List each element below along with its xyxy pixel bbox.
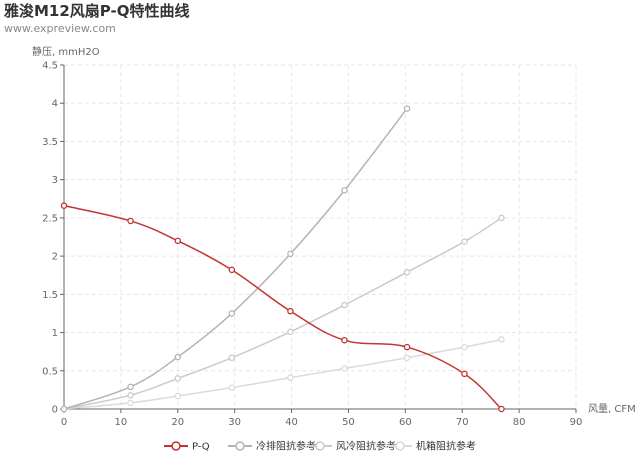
legend-label: P-Q: [192, 442, 210, 453]
data-point[interactable]: [174, 237, 182, 245]
data-point[interactable]: [174, 392, 182, 400]
data-point[interactable]: [461, 343, 468, 351]
y-tick-label: 3: [52, 175, 58, 186]
y-tick-label: 2: [52, 252, 58, 263]
data-point[interactable]: [498, 336, 505, 343]
series-2: [60, 214, 505, 413]
x-tick-label: 70: [456, 417, 469, 428]
series-layer: [60, 105, 505, 413]
data-point[interactable]: [403, 354, 411, 362]
series-0: [60, 202, 505, 413]
x-tick-label: 20: [171, 417, 184, 428]
legend-label: 冷排阻抗参考: [256, 440, 316, 453]
series-line: [63, 108, 408, 410]
grid-lines: [64, 64, 577, 409]
data-point[interactable]: [228, 266, 236, 274]
series-line: [63, 217, 502, 410]
x-tick-label: 30: [228, 417, 241, 428]
legend-label: 风冷阻抗参考: [336, 440, 396, 453]
x-tick-label: 50: [342, 417, 355, 428]
legend-marker: [171, 441, 181, 451]
legend[interactable]: P-Q 冷排阻抗参考 风冷阻抗参考 机箱阻抗参考: [164, 440, 476, 453]
data-point[interactable]: [461, 370, 468, 378]
data-point[interactable]: [403, 105, 411, 112]
legend-item[interactable]: P-Q: [164, 441, 210, 453]
data-point[interactable]: [228, 384, 236, 391]
data-point[interactable]: [341, 187, 348, 194]
y-tick-label: 1.5: [42, 290, 58, 301]
data-point[interactable]: [127, 391, 134, 399]
data-point[interactable]: [341, 301, 348, 309]
data-point[interactable]: [341, 336, 348, 344]
data-point[interactable]: [287, 328, 294, 336]
x-tick-label: 10: [115, 417, 128, 428]
y-tick-label: 1: [52, 328, 58, 339]
y-tick-label: 2.5: [42, 213, 58, 224]
legend-item[interactable]: 风冷阻抗参考: [308, 440, 396, 453]
data-point[interactable]: [174, 353, 182, 361]
y-tick-label: 4.5: [42, 61, 58, 72]
series-3: [60, 336, 505, 413]
data-point[interactable]: [403, 343, 411, 351]
data-point[interactable]: [228, 354, 236, 362]
legend-marker: [315, 441, 325, 451]
data-point[interactable]: [60, 405, 68, 413]
legend-marker: [235, 441, 245, 451]
x-tick-label: 0: [61, 417, 67, 428]
legend-marker: [395, 441, 405, 451]
legend-item[interactable]: 冷排阻抗参考: [228, 440, 316, 453]
x-tick-label: 90: [570, 417, 583, 428]
y-tick-label: 0: [52, 405, 58, 416]
legend-item[interactable]: 机箱阻抗参考: [388, 440, 476, 453]
data-point[interactable]: [498, 405, 505, 413]
chart-subtitle: www.expreview.com: [4, 22, 116, 35]
data-point[interactable]: [287, 307, 294, 315]
x-axis-label: 风量, CFM: [588, 403, 636, 415]
data-point[interactable]: [341, 365, 348, 372]
x-tick-label: 40: [285, 417, 298, 428]
x-tick-label: 80: [513, 417, 526, 428]
data-point[interactable]: [287, 374, 294, 381]
data-point[interactable]: [403, 268, 411, 276]
legend-label: 机箱阻抗参考: [416, 440, 476, 453]
data-point[interactable]: [127, 399, 134, 407]
y-tick-label: 4: [52, 99, 58, 110]
data-point[interactable]: [228, 310, 236, 317]
data-point[interactable]: [127, 383, 134, 391]
data-point[interactable]: [174, 375, 182, 382]
y-axis-label: 静压, mmH2O: [32, 45, 100, 58]
data-point[interactable]: [287, 250, 294, 258]
y-tick-label: 3.5: [42, 137, 58, 148]
series-line: [63, 338, 502, 410]
data-point[interactable]: [60, 202, 68, 209]
data-point[interactable]: [498, 214, 505, 222]
y-tick-label: 0.5: [42, 366, 58, 377]
x-tick-label: 60: [399, 417, 412, 428]
series-1: [60, 105, 411, 413]
data-point[interactable]: [127, 217, 134, 225]
axes: 0 0.5 1 1.5 2 2.5 3 3.5 4 4.5 0 10 20 30 40 50 60 70 80 90: [42, 61, 582, 429]
data-point[interactable]: [461, 238, 468, 245]
chart-title: 雅浚M12风扇P-Q特性曲线: [4, 2, 190, 20]
